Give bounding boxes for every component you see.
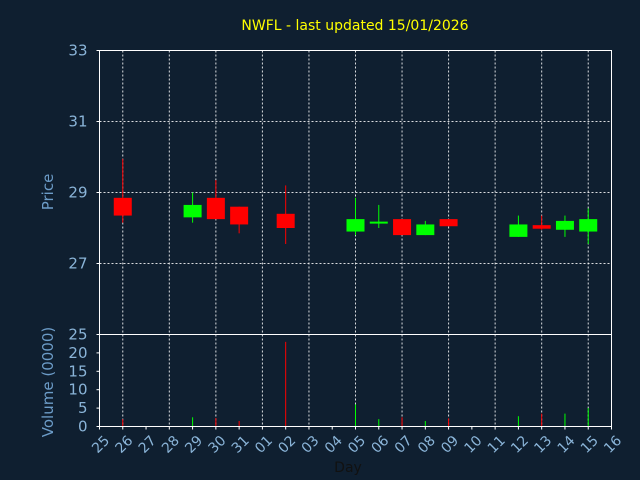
candle-13 [532,215,551,230]
candle-body [230,206,249,225]
volume-y-tick-label: 15 [68,362,87,380]
x-tick-label: 15 [578,433,602,457]
candle-05 [346,197,365,236]
candle-body [393,219,412,236]
x-tick-label: 05 [345,433,369,457]
x-tick-label: 28 [159,433,183,457]
x-tick-label: 03 [299,433,323,457]
x-axis-label: Day [334,460,362,476]
candle-body [276,213,295,228]
x-tick-label: 30 [206,433,230,457]
x-tick-label: 31 [229,433,253,457]
candle-body [183,204,202,218]
candle-body [532,225,551,229]
price-y-tick-label: 25 [68,326,87,344]
volume-panel-frame [99,334,612,427]
candle-31 [230,206,249,234]
candle-body [416,224,435,236]
candle-body [579,219,598,232]
x-tick-label: 27 [136,433,160,457]
candle-29 [183,192,202,223]
volume-y-tick-label: 10 [68,381,87,399]
price-y-tick-label: 27 [68,255,87,273]
x-tick-label: 11 [485,433,509,457]
x-tick-label: 16 [601,433,625,457]
candle-30 [206,180,225,220]
price-y-tick-label: 29 [68,184,87,202]
candle-26 [113,158,132,223]
x-tick-label: 26 [112,433,136,457]
price-gridlines [99,50,612,335]
candle-body [206,197,225,220]
volume-axis-label: Volume (0000) [39,327,57,437]
candle-06 [369,204,388,228]
candle-07 [393,219,412,236]
candle-body [509,224,528,237]
price-axis-label: Price [39,174,57,211]
x-tick-label: 25 [89,433,113,457]
volume-y-tick-label: 20 [68,344,87,362]
candle-body [346,219,365,232]
chart-title: NWFL - last updated 15/01/2026 [241,18,468,34]
candle-08 [416,220,435,236]
candle-15 [579,208,598,244]
x-tick-label: 13 [531,433,555,457]
candle-body [369,221,388,224]
candle-body [555,220,574,230]
x-tick-label: 29 [182,433,206,457]
price-y-tick-label: 33 [68,42,87,60]
x-tick-label: 10 [462,433,486,457]
volume-y-tick-label: 5 [78,399,88,417]
x-tick-label: 07 [392,433,416,457]
x-tick-label: 14 [555,433,579,457]
x-tick-label: 12 [508,433,532,457]
x-tick-label: 06 [368,433,392,457]
candlestick-series [113,158,598,244]
candle-09 [439,219,458,227]
candle-body [113,197,132,216]
candle-14 [555,215,574,237]
price-y-ticks: 25 27 29 31 33 [68,42,100,344]
candle-12 [509,215,528,237]
x-tick-label: 09 [438,433,462,457]
volume-series [122,341,589,427]
x-tick-label: 08 [415,433,439,457]
x-tick-label: 02 [275,433,299,457]
x-axis-ticks: 25 26 27 28 29 30 31 01 02 03 04 05 06 07 08 09 10 11 12 13… [89,426,625,457]
price-y-tick-label: 31 [68,113,87,131]
x-tick-label: 01 [252,433,276,457]
candle-body [439,219,458,227]
x-tick-label: 04 [322,433,346,457]
volume-y-tick-label: 0 [78,418,88,436]
candle-02 [276,185,295,244]
